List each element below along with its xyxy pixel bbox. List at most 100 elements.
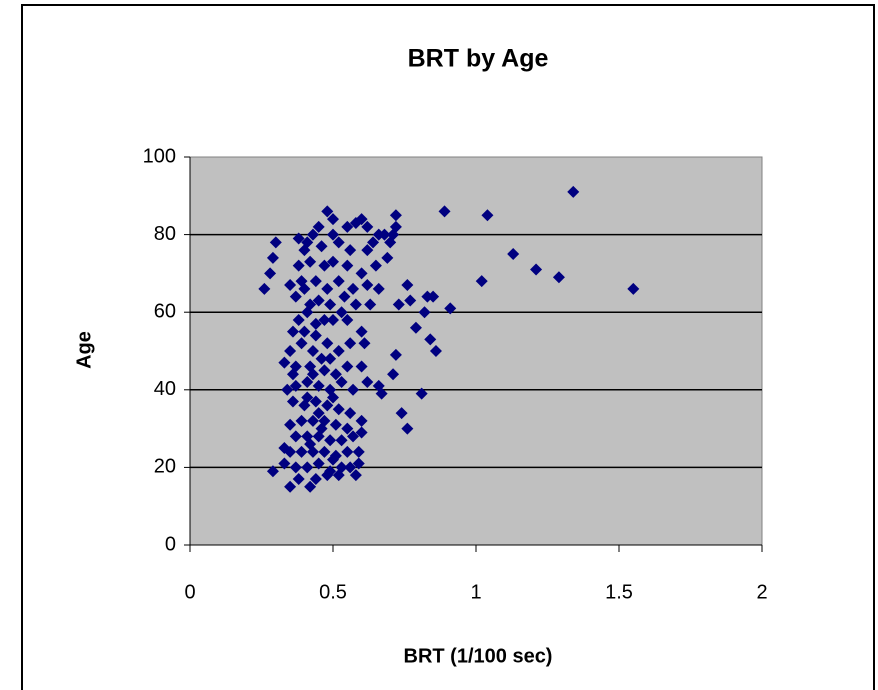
point [324, 434, 337, 447]
point [301, 376, 314, 389]
point [567, 185, 580, 198]
point [301, 391, 314, 404]
point [321, 469, 334, 482]
point [344, 407, 357, 420]
point [329, 368, 342, 381]
point [392, 298, 405, 311]
point [387, 368, 400, 381]
point [315, 240, 328, 253]
point [372, 282, 385, 295]
point [444, 302, 457, 315]
point [347, 430, 360, 443]
point [361, 244, 374, 257]
point [304, 298, 317, 311]
point [327, 391, 339, 404]
point [312, 294, 325, 307]
point [361, 279, 374, 292]
point [324, 352, 337, 365]
point [309, 317, 322, 330]
point [298, 244, 311, 257]
point [295, 414, 308, 427]
point [507, 248, 520, 260]
point [266, 465, 279, 478]
x-tick-label: 0.5 [319, 581, 347, 603]
point [295, 275, 308, 288]
point [321, 337, 334, 350]
point [284, 279, 297, 292]
point [278, 356, 291, 369]
point [404, 294, 417, 307]
point [389, 348, 402, 361]
point [332, 275, 345, 288]
point [369, 259, 382, 272]
point [341, 220, 354, 233]
y-tick-label: 80 [154, 223, 176, 245]
point [321, 282, 334, 295]
point [355, 325, 368, 338]
point [355, 213, 368, 226]
point [341, 360, 354, 373]
y-tick-label: 100 [143, 145, 176, 167]
point [292, 313, 305, 326]
x-tick-label: 1 [470, 581, 481, 603]
point [309, 473, 322, 486]
point [481, 209, 494, 222]
point [335, 306, 348, 319]
point [367, 236, 380, 249]
point [335, 376, 348, 389]
x-tick-label: 0 [184, 581, 195, 603]
point [344, 461, 357, 474]
point [347, 383, 360, 396]
point [304, 480, 317, 493]
point [355, 426, 368, 439]
point [355, 267, 368, 280]
point [341, 445, 354, 458]
point [306, 414, 319, 427]
point [327, 255, 339, 268]
point [318, 445, 331, 458]
point [324, 298, 337, 311]
point [304, 255, 317, 268]
point [295, 337, 308, 350]
point [438, 205, 451, 218]
point [284, 480, 297, 493]
point [409, 321, 422, 334]
point [381, 251, 394, 264]
point [327, 213, 339, 226]
point [352, 445, 365, 458]
x-tick-label: 1.5 [605, 581, 633, 603]
point [278, 442, 291, 454]
y-tick-label: 60 [154, 300, 176, 322]
point [552, 271, 565, 284]
point [401, 422, 414, 435]
point [335, 434, 348, 447]
point [295, 445, 308, 458]
point [304, 438, 317, 451]
point [286, 325, 299, 338]
point [530, 263, 543, 276]
point [395, 407, 408, 420]
point [312, 457, 325, 470]
point [401, 279, 414, 292]
point [349, 469, 362, 482]
point [347, 282, 360, 295]
point [327, 228, 339, 241]
point [344, 337, 357, 350]
point [312, 379, 325, 392]
point [327, 313, 339, 326]
point [284, 345, 297, 357]
point [318, 364, 331, 377]
point [266, 251, 279, 264]
point [289, 379, 302, 392]
point [349, 298, 362, 311]
point [361, 220, 374, 233]
x-axis-label: BRT (1/100 sec) [404, 645, 553, 667]
point [358, 337, 371, 350]
point [301, 461, 314, 474]
point [329, 418, 342, 431]
point [387, 228, 400, 241]
point [421, 290, 434, 303]
point [321, 399, 334, 412]
point [292, 259, 305, 272]
y-tick-label: 20 [154, 456, 176, 478]
